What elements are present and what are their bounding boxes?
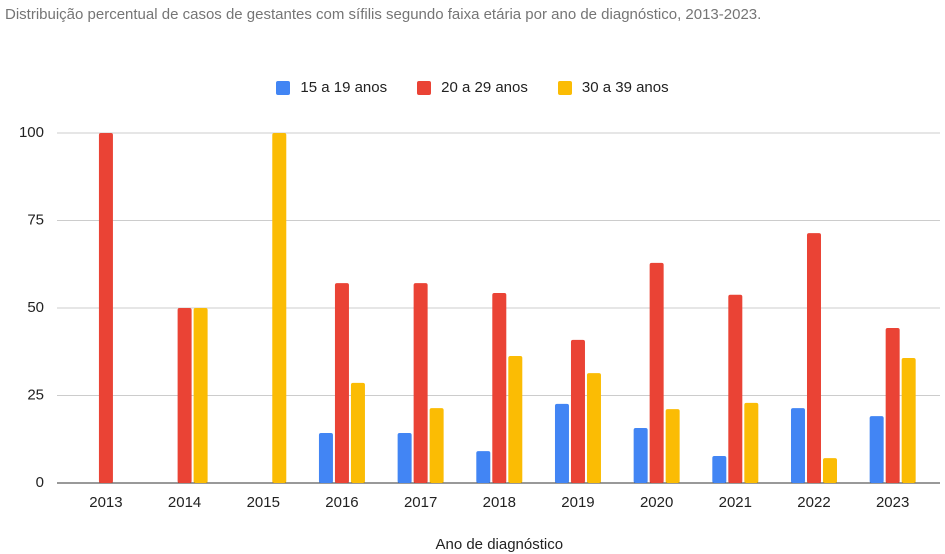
bar [492, 292, 507, 483]
legend-item: 15 a 19 anos [276, 79, 387, 96]
bar [429, 408, 444, 483]
y-tick-label: 75 [27, 211, 44, 228]
bar [397, 432, 412, 483]
bar [272, 133, 287, 483]
bar [712, 456, 727, 483]
bar [744, 402, 759, 483]
legend: 15 a 19 anos 20 a 29 anos 30 a 39 anos [0, 79, 945, 96]
bar [901, 358, 916, 483]
bar [476, 451, 491, 483]
x-tick-label: 2020 [640, 494, 673, 511]
legend-label: 30 a 39 anos [581, 79, 669, 96]
bar [350, 382, 365, 483]
y-tick-label: 100 [19, 124, 44, 141]
x-tick-label: 2014 [168, 494, 201, 511]
y-tick-label: 25 [27, 386, 44, 403]
bar [413, 283, 428, 483]
bar [98, 133, 113, 483]
x-tick-label: 2016 [325, 494, 358, 511]
y-tick-label: 0 [36, 474, 44, 491]
x-tick-label: 2018 [483, 494, 516, 511]
x-axis-title: Ano de diagnóstico [435, 536, 563, 553]
bar [554, 403, 569, 483]
legend-label: 15 a 19 anos [300, 79, 388, 96]
bar [822, 458, 837, 483]
legend-label: 20 a 29 anos [441, 79, 528, 96]
x-tick-label: 2019 [561, 494, 594, 511]
x-tick-label: 2017 [404, 494, 437, 511]
x-tick-label: 2022 [797, 494, 830, 511]
bar [193, 308, 208, 483]
x-tick-label: 2023 [876, 494, 909, 511]
legend-swatch [417, 80, 432, 95]
bar [869, 416, 884, 483]
chart-title: Distribuição percentual de casos de gest… [5, 6, 762, 23]
bar [728, 294, 743, 483]
bar [586, 373, 601, 483]
legend-item: 30 a 39 anos [557, 79, 669, 96]
x-tick-label: 2015 [247, 494, 280, 511]
bar [318, 432, 333, 483]
bar [570, 339, 585, 483]
x-tick-label: 2013 [89, 494, 122, 511]
legend-item: 20 a 29 anos [417, 79, 528, 96]
bar [790, 408, 805, 483]
x-tick-label: 2021 [719, 494, 752, 511]
bar [508, 355, 523, 483]
bar [665, 409, 680, 483]
bar [649, 262, 664, 483]
bar [177, 308, 192, 483]
y-tick-label: 50 [27, 299, 44, 316]
bar [334, 283, 349, 483]
bar [806, 233, 821, 483]
legend-swatch [276, 80, 291, 95]
legend-swatch [557, 80, 572, 95]
bar [633, 428, 648, 483]
bar [885, 327, 900, 483]
